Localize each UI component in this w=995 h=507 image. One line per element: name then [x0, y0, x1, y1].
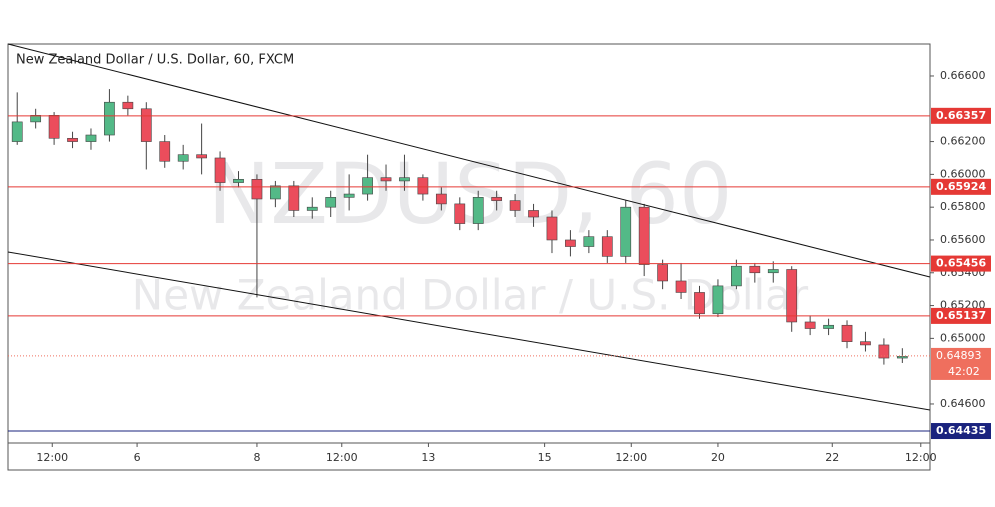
level-label-bg — [931, 107, 991, 124]
y-tick-label: 0.66600 — [940, 69, 986, 82]
candle-body — [823, 324, 834, 329]
candle-body — [454, 203, 466, 224]
candle-body — [583, 236, 595, 247]
x-tick-label: 8 — [253, 451, 260, 464]
y-tick-label: 0.65600 — [940, 233, 986, 246]
candle-body — [362, 177, 373, 195]
watermark-subtitle: New Zealand Dollar / U.S. Dollar — [132, 271, 809, 320]
candle-body — [196, 154, 207, 159]
level-label: 0.65137 — [936, 309, 986, 322]
candle-body — [48, 115, 60, 139]
candle-body — [694, 292, 705, 315]
candle-body — [233, 178, 244, 183]
candle-body — [860, 341, 871, 346]
level-label: 0.65456 — [936, 257, 986, 270]
y-tick-label: 0.66200 — [940, 135, 986, 148]
candle-body — [343, 193, 355, 198]
candle-body — [804, 321, 816, 329]
candle-body — [214, 157, 226, 183]
x-tick-label: 12:00 — [615, 451, 647, 464]
y-tick-label: 0.65800 — [940, 200, 986, 213]
candle-body — [251, 178, 263, 200]
candle-body — [786, 269, 798, 323]
candle-body — [767, 269, 779, 274]
candle-body — [528, 210, 539, 218]
y-tick-label: 0.66000 — [940, 167, 986, 180]
candle-body — [731, 265, 742, 287]
chart-title: New Zealand Dollar / U.S. Dollar, 60, FX… — [16, 53, 294, 68]
candle-body — [399, 177, 410, 182]
candle-body — [878, 344, 890, 359]
candle-body — [546, 216, 558, 241]
candle-body — [435, 193, 447, 205]
level-label-bg — [931, 255, 991, 272]
y-tick-label: 0.64600 — [940, 397, 986, 410]
candle-body — [159, 141, 171, 162]
candle-body — [288, 185, 300, 211]
watermark: NZDUSD, 60 — [208, 145, 733, 243]
candle-body — [675, 280, 687, 293]
level-label: 0.66357 — [936, 109, 986, 122]
candle-body — [380, 177, 392, 182]
candle-body — [306, 206, 318, 211]
x-tick-label: 12:00 — [36, 451, 68, 464]
candle-body — [140, 108, 152, 142]
x-tick-label: 6 — [134, 451, 141, 464]
candle-body — [270, 185, 281, 200]
candle-body — [896, 356, 908, 359]
level-label-bg — [931, 307, 991, 324]
y-tick-label: 0.65000 — [940, 331, 986, 344]
trendline — [7, 251, 931, 411]
trendline — [7, 43, 931, 278]
candle-body — [417, 177, 429, 195]
candle-body — [601, 236, 613, 257]
candle-body — [177, 154, 189, 162]
x-tick-label: 15 — [538, 451, 552, 464]
level-label: 0.64435 — [936, 424, 986, 437]
chart-frame — [7, 43, 931, 471]
candle-body — [638, 206, 650, 265]
candle-body — [712, 285, 724, 315]
candle-body — [565, 239, 576, 247]
candle-body — [509, 200, 521, 211]
x-tick-label: 13 — [421, 451, 435, 464]
candle-body — [325, 197, 337, 208]
candle-body — [472, 197, 484, 224]
candle-body — [841, 324, 853, 342]
x-tick-label: 12:00 — [905, 451, 937, 464]
candle-body — [657, 264, 668, 282]
level-label: 0.65924 — [936, 180, 986, 193]
candle-body — [85, 134, 97, 142]
candle-body — [491, 197, 503, 201]
last-price-label: 0.64893 — [936, 349, 982, 362]
last-price-bg — [931, 347, 991, 380]
candle-body — [67, 137, 78, 142]
candle-body — [122, 101, 134, 110]
level-label-bg — [931, 178, 991, 195]
plot — [7, 43, 931, 432]
x-tick-label: 22 — [825, 451, 839, 464]
x-tick-label: 12:00 — [326, 451, 358, 464]
candle-body — [749, 265, 761, 274]
x-tick-label: 20 — [711, 451, 725, 464]
level-label-bg — [931, 423, 991, 440]
countdown: 42:02 — [948, 365, 980, 378]
candle-body — [104, 101, 115, 136]
candle-body — [11, 121, 23, 142]
candle-body — [620, 206, 632, 257]
